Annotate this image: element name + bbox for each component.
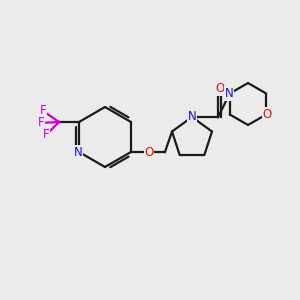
Text: O: O — [262, 108, 272, 121]
Text: F: F — [38, 116, 44, 130]
Text: O: O — [215, 82, 225, 95]
Text: F: F — [40, 104, 46, 118]
Text: F: F — [43, 128, 49, 142]
Text: O: O — [144, 146, 154, 158]
Text: N: N — [224, 87, 233, 100]
Text: N: N — [74, 146, 82, 158]
Text: N: N — [188, 110, 196, 124]
